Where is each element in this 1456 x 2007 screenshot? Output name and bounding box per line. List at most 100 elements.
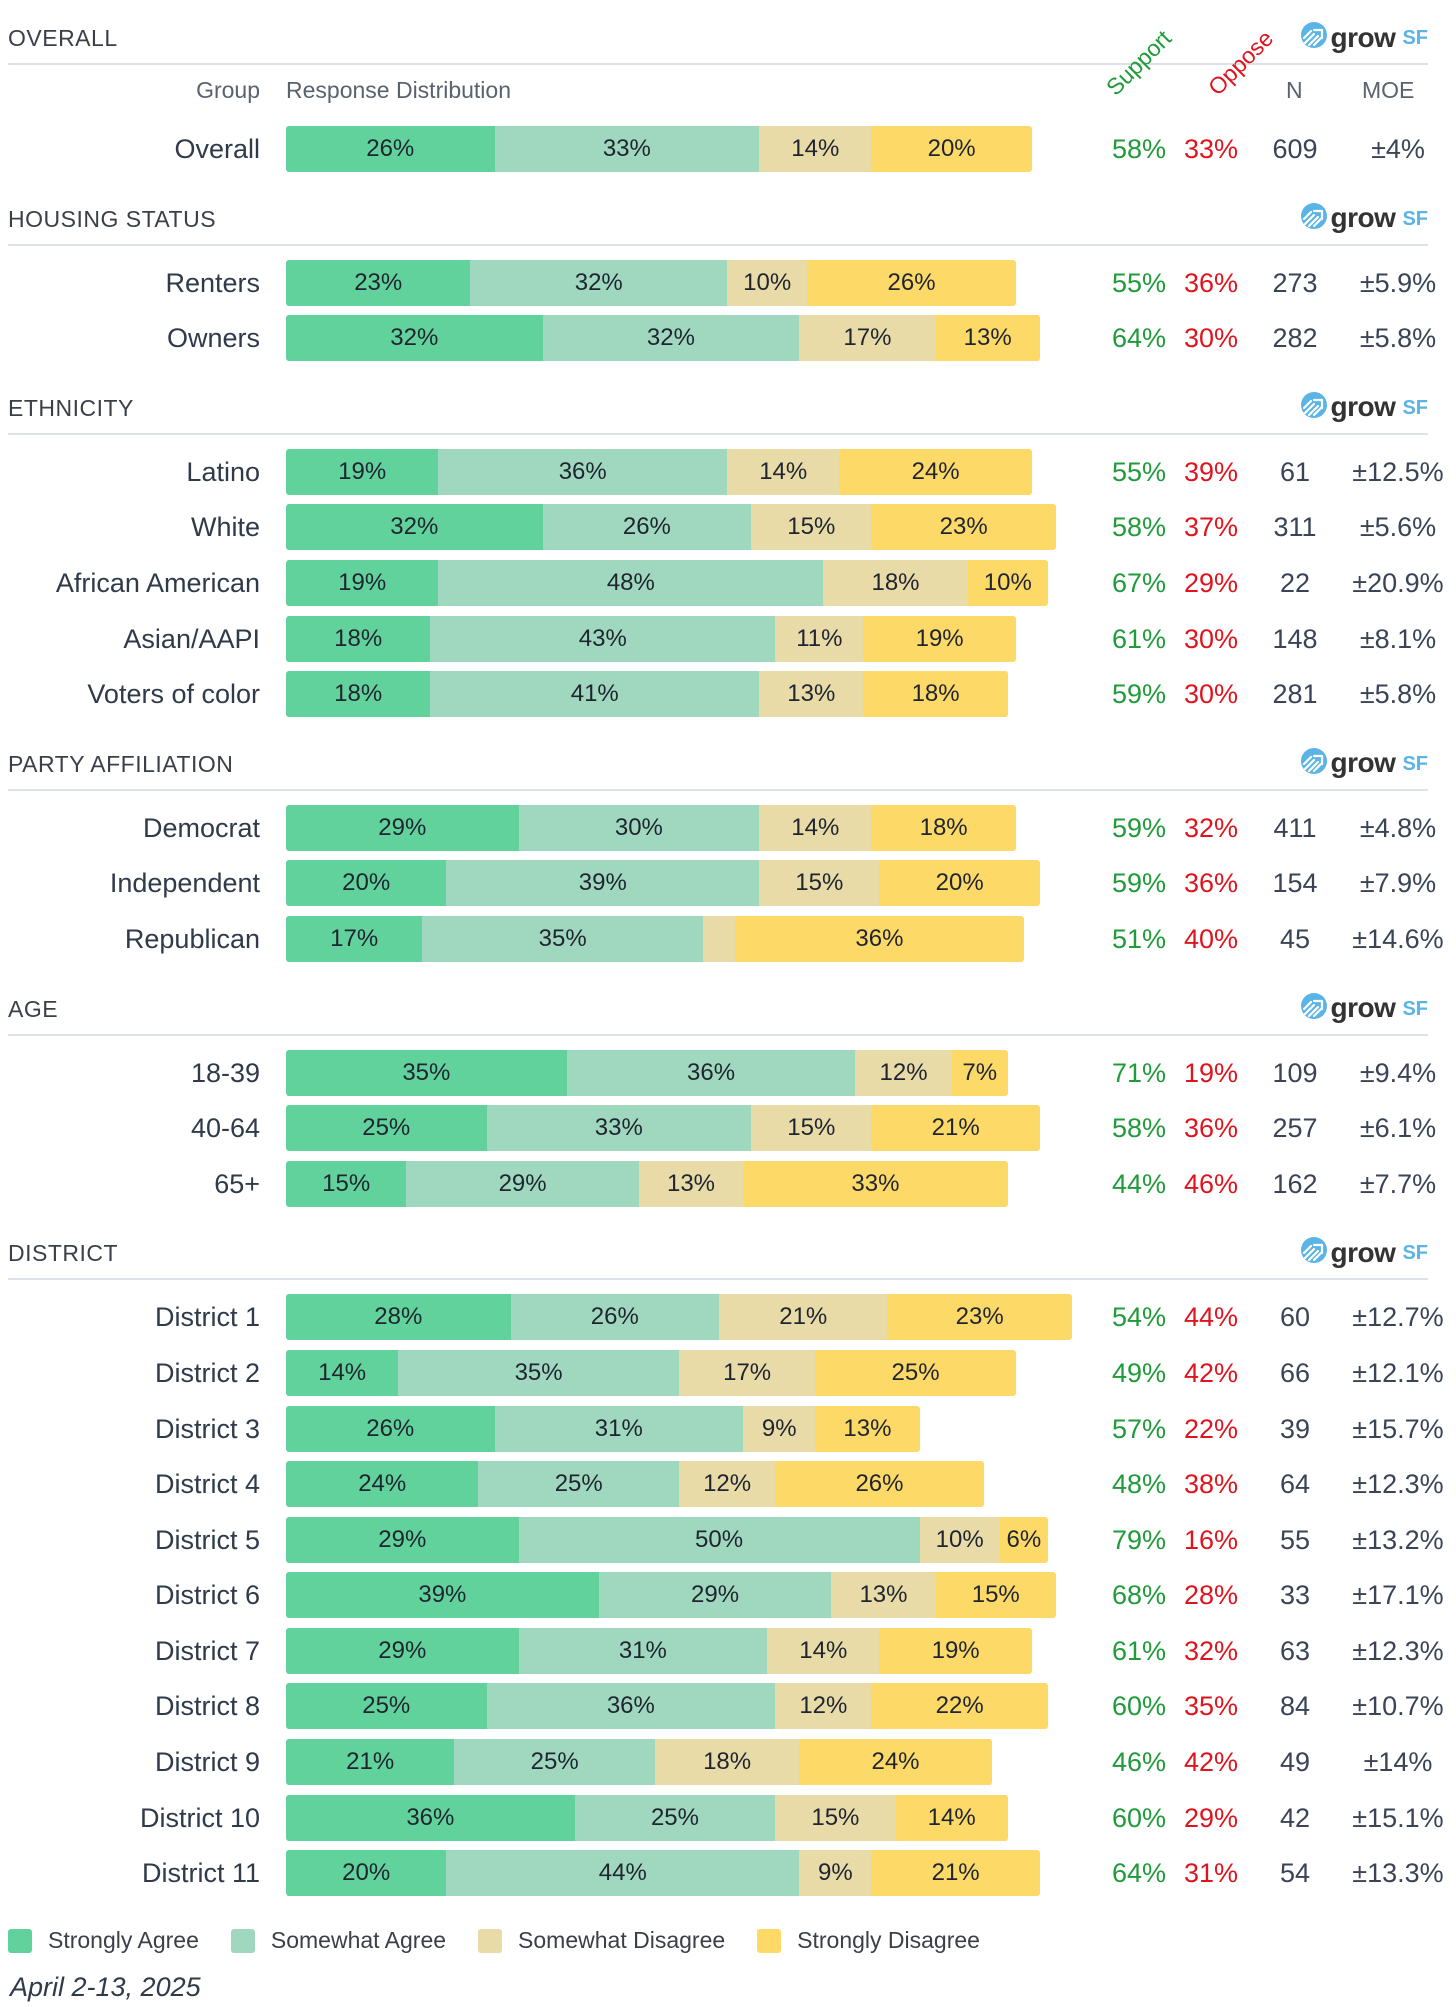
bar-segment-somewhat-disagree: 12% [855, 1049, 952, 1096]
bar-segment-somewhat-disagree: 15% [775, 1794, 896, 1841]
bar-segment-label: 48% [606, 568, 655, 596]
table-row: 40-64 25% 33% 15% 21% 58% 36% 257 ±6.1% [0, 1100, 1456, 1156]
margin-of-error: ±10.7% [1352, 1691, 1444, 1722]
bar-segment-label: 13% [843, 1414, 892, 1442]
growsf-logo: grow SF [1300, 1236, 1428, 1269]
bar-segment-label: 13% [963, 324, 1012, 352]
table-row: District 3 26% 31% 9% 13% 57% 22% 39 ±15.7% [0, 1401, 1456, 1457]
bar-segment-label: 19% [915, 624, 964, 652]
margin-of-error: ±12.3% [1352, 1469, 1444, 1500]
bar-segment-somewhat-disagree: 18% [654, 1739, 800, 1786]
oppose-value: 33% [1184, 134, 1239, 164]
group-label: Voters of color [87, 679, 260, 710]
bar-segment-label: 15% [795, 869, 844, 897]
group-label: White [190, 512, 260, 543]
support-value: 71% [1112, 1057, 1167, 1088]
logo-word: grow [1330, 202, 1396, 234]
support-value: 60% [1112, 1802, 1167, 1833]
bar-segment-label: 12% [703, 1470, 752, 1498]
bar-segment-label: 18% [911, 680, 960, 708]
column-header-group: Group [196, 77, 260, 103]
bar-segment-strongly-agree: 29% [286, 1516, 519, 1563]
sample-size: 64 [1279, 1469, 1311, 1500]
sample-size: 42 [1279, 1802, 1311, 1833]
bar-segment-somewhat-agree: 25% [574, 1794, 776, 1841]
group-label: Asian/AAPI [123, 623, 260, 654]
table-row: Overall 26% 33% 14% 20% 58% 33% 609 ±4% [0, 121, 1456, 177]
legend-item: Strongly Disagree [757, 1927, 980, 1954]
bar-segment-label: 31% [594, 1414, 643, 1442]
stacked-bar: 29% 50% 10% 6% [286, 1516, 1048, 1563]
stacked-bar: 18% 41% 13% 18% [286, 671, 1008, 718]
bar-segment-label: 15% [787, 513, 836, 541]
bar-segment-somewhat-disagree: 10% [919, 1516, 1000, 1563]
sample-size: 55 [1279, 1524, 1311, 1555]
rows: Latino 19% 36% 14% 24% 55% 39% 61 ±12.5% White 32%… [0, 435, 1456, 722]
bar-segment-label: 14% [799, 1636, 848, 1664]
bar-segment-label: 35% [538, 924, 587, 952]
bar-segment-somewhat-agree: 25% [478, 1461, 679, 1508]
bar-segment-label: 26% [887, 268, 936, 296]
bar-segment-strongly-disagree: 25% [815, 1349, 1016, 1396]
oppose-value: 36% [1184, 868, 1239, 899]
table-row: Democrat 29% 30% 14% 18% 59% 32% 411 ±4.8% [0, 800, 1456, 856]
bar-segment-label: 12% [879, 1058, 928, 1086]
group-label: District 2 [154, 1357, 260, 1388]
support-value: 59% [1112, 812, 1167, 843]
bar-segment-label: 32% [390, 513, 439, 541]
bar-segment-strongly-agree: 23% [286, 259, 471, 306]
margin-of-error: ±12.5% [1352, 456, 1444, 487]
stacked-bar: 14% 35% 17% 25% [286, 1349, 1016, 1396]
bar-segment-label: 21% [346, 1748, 395, 1776]
bar-segment-label: 18% [334, 624, 383, 652]
bar-segment-strongly-disagree: 24% [799, 1739, 992, 1786]
bar-segment-label: 14% [927, 1803, 976, 1831]
growsf-logo-icon [1300, 202, 1328, 235]
margin-of-error: ±20.9% [1352, 567, 1444, 598]
bar-segment-strongly-disagree: 22% [871, 1683, 1048, 1730]
bar-segment-label: 33% [602, 135, 651, 162]
sample-size: 33 [1279, 1580, 1311, 1611]
bar-segment-label: 29% [378, 813, 427, 841]
bar-segment-somewhat-disagree: 15% [759, 860, 880, 907]
bar-segment-label: 20% [342, 869, 391, 897]
bar-segment-strongly-agree: 36% [286, 1794, 575, 1841]
growsf-logo: grow SF [1300, 21, 1428, 54]
logo-suffix: SF [1402, 752, 1428, 775]
oppose-value: 30% [1184, 679, 1239, 710]
bar-segment-label: 26% [622, 513, 671, 541]
support-value: 48% [1112, 1469, 1167, 1500]
sample-size: 154 [1272, 868, 1318, 899]
bar-segment-label: 23% [939, 513, 988, 541]
support-value: 61% [1112, 1635, 1167, 1666]
bar-segment-strongly-agree: 24% [286, 1461, 479, 1508]
support-value: 68% [1112, 1580, 1167, 1611]
bar-segment-somewhat-disagree: 13% [759, 671, 864, 718]
group-label: Republican [124, 923, 260, 954]
group-label: District 3 [154, 1413, 260, 1444]
legend-item: Strongly Agree [8, 1927, 199, 1954]
bar-segment-label: 29% [378, 1525, 427, 1553]
group-label: 65+ [214, 1168, 260, 1199]
support-value: 54% [1112, 1302, 1167, 1333]
bar-segment-strongly-agree: 18% [286, 615, 431, 662]
oppose-value: 32% [1184, 1635, 1239, 1666]
sample-size: 273 [1272, 267, 1318, 298]
margin-of-error: ±17.1% [1352, 1580, 1444, 1611]
margin-of-error: ±5.9% [1359, 267, 1437, 298]
bar-segment-somewhat-disagree: 14% [759, 126, 872, 172]
sample-size: 54 [1279, 1858, 1311, 1889]
sample-size: 282 [1272, 323, 1318, 354]
table-row: District 6 39% 29% 13% 15% 68% 28% 33 ±17.1% [0, 1567, 1456, 1623]
growsf-logo-icon [1300, 992, 1328, 1025]
bar-segment-label: 22% [935, 1692, 984, 1720]
bar-segment-label: 35% [514, 1358, 563, 1386]
section-header: PARTY AFFILIATION grow SF [8, 741, 1428, 791]
bar-segment-somewhat-disagree: 14% [727, 448, 840, 495]
oppose-value: 42% [1184, 1357, 1239, 1388]
stacked-bar: 20% 44% 9% 21% [286, 1850, 1040, 1897]
bar-segment-label: 23% [955, 1303, 1004, 1331]
margin-of-error: ±6.1% [1359, 1113, 1437, 1144]
rows: District 1 28% 26% 21% 23% 54% 44% 60 ±12.7% Dist… [0, 1280, 1456, 1901]
legend-label: Strongly Agree [48, 1927, 199, 1953]
